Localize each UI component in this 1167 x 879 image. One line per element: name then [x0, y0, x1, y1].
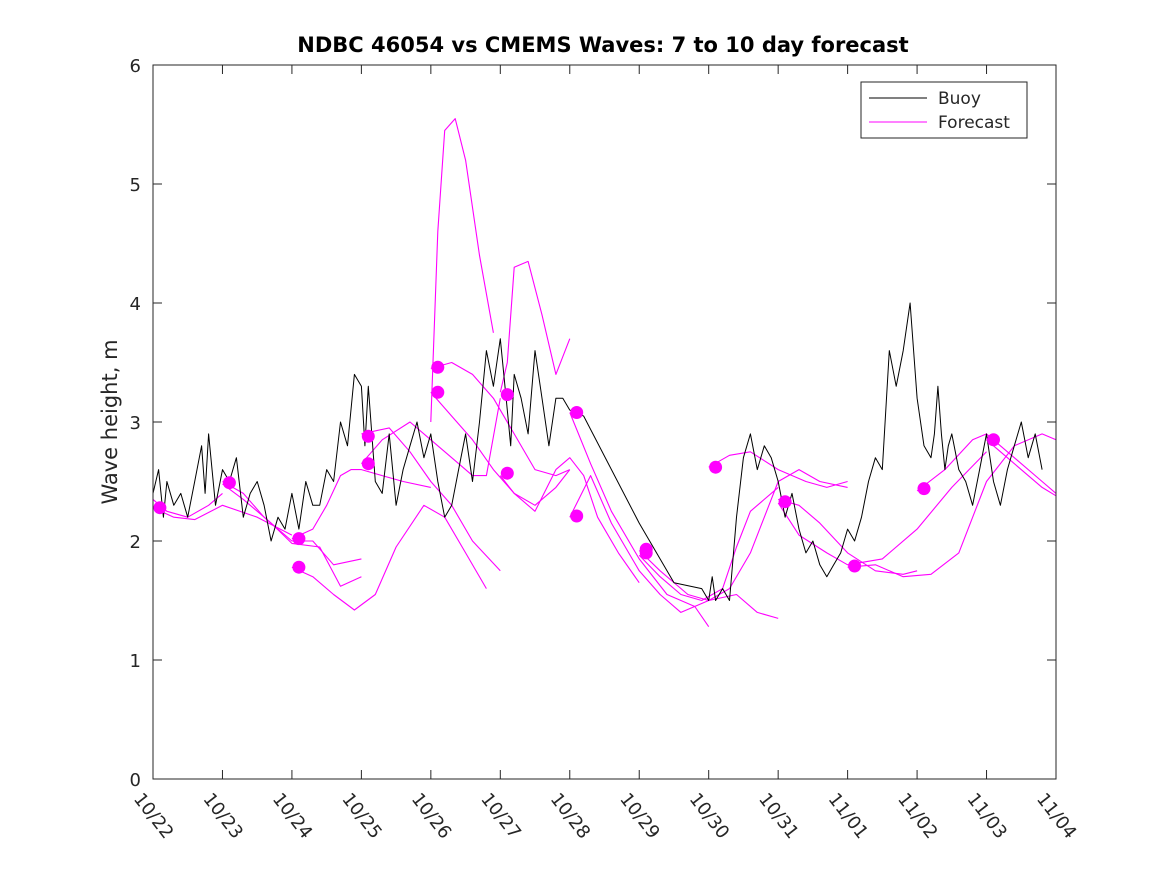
forecast-start-marker — [500, 388, 514, 402]
legend-forecast-label: Forecast — [938, 113, 1010, 133]
forecast-line — [499, 260, 571, 393]
forecast-line — [291, 504, 487, 611]
forecast-start-marker — [431, 385, 445, 399]
forecast-start-marker — [500, 466, 514, 480]
forecast-start-marker — [153, 501, 167, 515]
series-layer — [152, 118, 1057, 628]
y-axis-label: Wave height, m — [98, 339, 122, 504]
legend-buoy-label: Buoy — [938, 89, 981, 109]
forecast-line — [638, 486, 779, 602]
forecast-start-marker — [222, 476, 236, 490]
forecast-start-marker — [361, 429, 375, 443]
forecast-start-marker — [987, 433, 1000, 447]
forecast-start-marker — [778, 495, 792, 509]
forecast-start-marker — [361, 457, 375, 471]
legend: Buoy Forecast — [860, 81, 1028, 139]
forecast-line — [778, 498, 918, 575]
forecast-line — [430, 361, 571, 477]
forecast-line — [499, 457, 640, 584]
forecast-start-marker — [431, 360, 445, 374]
y-tick-label: 6 — [130, 56, 141, 77]
forecast-line — [360, 398, 501, 477]
y-axis: 0 1 2 3 4 5 6 — [130, 56, 1056, 791]
forecast-start-marker — [848, 559, 862, 573]
forecast-line — [430, 391, 571, 506]
buoy-line — [152, 302, 1043, 601]
y-tick-label: 4 — [130, 294, 141, 315]
forecast-line — [430, 118, 494, 423]
forecast-line — [777, 451, 987, 566]
chart-title: NDBC 46054 vs CMEMS Waves: 7 to 10 day f… — [297, 33, 908, 57]
forecast-line — [222, 483, 362, 587]
forecast-line — [361, 427, 501, 572]
marker-layer — [153, 360, 1000, 574]
forecast-start-marker — [917, 482, 931, 496]
y-tick-label: 5 — [130, 175, 141, 196]
forecast-line — [291, 469, 431, 540]
y-tick-label: 2 — [130, 532, 141, 553]
forecast-start-marker — [570, 406, 584, 419]
forecast-start-marker — [292, 560, 306, 574]
forecast-start-marker — [570, 509, 584, 523]
forecast-line — [222, 481, 362, 566]
forecast-line — [847, 433, 1057, 578]
forecast-line — [708, 451, 848, 488]
forecast-start-marker — [639, 546, 653, 560]
plot-area — [153, 65, 1056, 779]
y-tick-label: 3 — [130, 413, 141, 434]
y-tick-label: 1 — [130, 651, 141, 672]
forecast-start-marker — [292, 532, 306, 546]
forecast-line — [569, 475, 709, 613]
forecast-line — [986, 439, 1057, 497]
forecast-start-marker — [709, 460, 723, 474]
y-tick-label: 0 — [130, 770, 141, 791]
legend-box — [860, 81, 1028, 139]
forecast-line — [152, 504, 293, 536]
